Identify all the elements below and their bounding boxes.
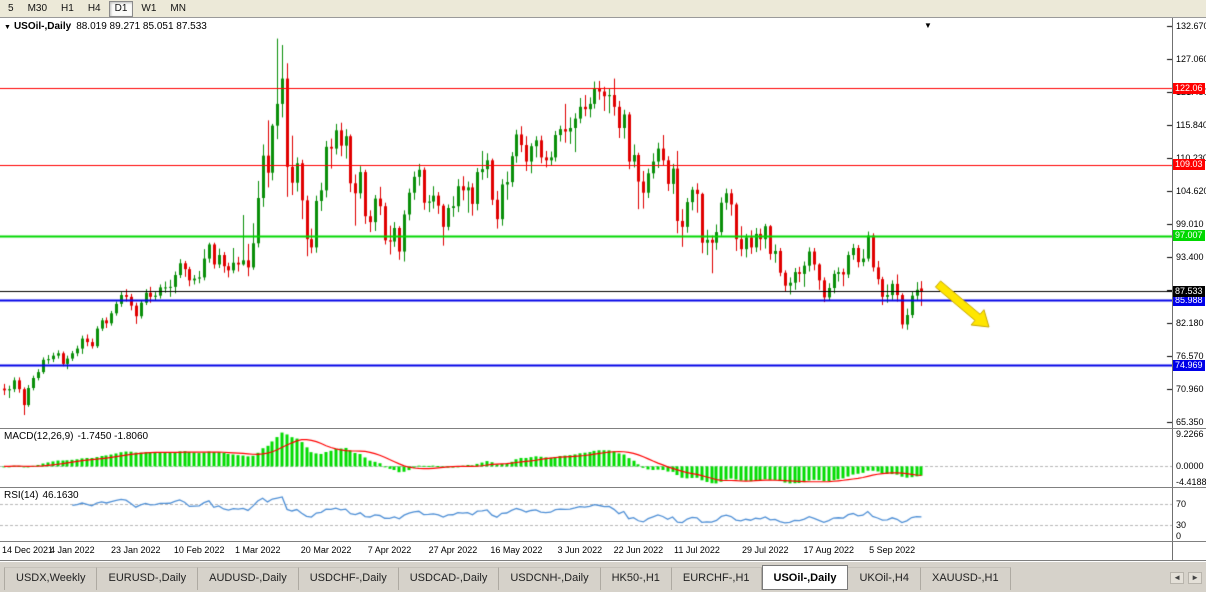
hline-price-label: 74.969 (1173, 359, 1205, 371)
chart-tab-hk50-h1[interactable]: HK50-,H1 (600, 567, 672, 590)
time-axis-label: 14 Dec 2021 (2, 545, 54, 555)
time-axis-label: 29 Jul 2022 (741, 545, 789, 555)
panel-separator-timeaxis (0, 541, 1206, 542)
time-axis-label: 5 Sep 2022 (869, 545, 916, 555)
time-axis-label: 23 Jan 2022 (110, 545, 161, 555)
chart-tab-usdx-weekly[interactable]: USDX,Weekly (4, 567, 98, 590)
time-axis-label: 3 Jun 2022 (557, 545, 603, 555)
price-scale-tick: 115.840 (1176, 119, 1206, 130)
chart-tab-usoil-daily[interactable]: USOil-,Daily (761, 565, 849, 590)
period-button-m30[interactable]: M30 (27, 2, 48, 14)
period-button-w1[interactable]: W1 (141, 2, 157, 14)
hline-price-label: 85.988 (1173, 294, 1205, 306)
price-scale-tick: 104.620 (1176, 185, 1206, 196)
chart-shift-marker-icon: ▼ (924, 21, 932, 30)
time-axis-label: 16 May 2022 (490, 545, 543, 555)
bid-price-label: 87.533 (1173, 285, 1205, 297)
rsi-title: RSI(14) (4, 490, 39, 501)
chart-tab-row: USDX,Weekly EURUSD-,Daily AUDUSD-,Daily USD… (4, 565, 1011, 590)
panel-separator-macd (0, 428, 1206, 429)
price-scale-tick: 99.010 (1176, 218, 1204, 229)
rsi-level-70: 70 (1176, 498, 1187, 509)
time-axis-label: 20 Mar 2022 (300, 545, 352, 555)
time-axis[interactable]: 14 Dec 2021 4 Jan 2022 23 Jan 2022 10 Feb 2… (0, 542, 1172, 560)
chart-tab-eurchf-h1[interactable]: EURCHF-,H1 (671, 567, 762, 590)
rsi-value: 46.1630 (42, 490, 79, 501)
chart-symbol-label: USOil-,Daily (13, 21, 72, 32)
period-button-mn[interactable]: MN (170, 2, 186, 14)
chart-tab-audusd-daily[interactable]: AUDUSD-,Daily (198, 567, 299, 590)
time-axis-label: 10 Feb 2022 (173, 545, 225, 555)
price-scale-tick: 82.180 (1176, 317, 1204, 328)
hline-price-label: 122.06 (1173, 82, 1205, 94)
rsi-scale-min: 0 (1176, 531, 1182, 541)
time-axis-label: 4 Jan 2022 (50, 545, 95, 555)
chart-tab-usdchf-daily[interactable]: USDCHF-,Daily (298, 567, 399, 590)
timeframe-toolbar: 5 M30 H1 H4 D1 W1 MN (0, 0, 1206, 18)
panel-separator-rsi (0, 487, 1206, 488)
macd-scale-zero: 0.0000 (1176, 461, 1204, 472)
macd-scale-max: 9.2266 (1176, 428, 1204, 439)
chart-tab-usdcnh-daily[interactable]: USDCNH-,Daily (499, 567, 601, 590)
time-axis-label: 11 Jul 2022 (674, 545, 720, 555)
macd-values: -1.7450 -1.8060 (77, 431, 149, 442)
price-scale-tick: 93.400 (1176, 251, 1204, 262)
time-axis-label: 22 Jun 2022 (613, 545, 664, 555)
collapse-indicator-icon[interactable]: ▼ (4, 24, 11, 31)
rsi-indicator-label: RSI(14) 46.1630 (4, 490, 79, 501)
hline-price-label: 97.007 (1173, 230, 1205, 242)
chart-tab-xauusd-h1[interactable]: XAUUSD-,H1 (921, 567, 1011, 590)
time-axis-label: 17 Aug 2022 (803, 545, 854, 555)
price-chart-canvas[interactable] (0, 18, 1172, 560)
period-button-h4[interactable]: H4 (87, 2, 101, 14)
rsi-level-30: 30 (1176, 520, 1187, 531)
hline-price-label: 109.03 (1173, 159, 1205, 171)
chart-tab-ukoil-h4[interactable]: UKOil-,H4 (848, 567, 921, 590)
price-scale-tick: 127.060 (1176, 53, 1206, 64)
price-scale-tick: 65.350 (1176, 416, 1204, 427)
chart-tab-bar: USDX,Weekly EURUSD-,Daily AUDUSD-,Daily USD… (0, 561, 1206, 592)
tab-scroll-left-icon[interactable]: ◄ (1170, 572, 1185, 584)
time-axis-label: 27 Apr 2022 (428, 545, 478, 555)
tab-scroll-buttons: ◄ ► (1170, 572, 1202, 584)
chart-tab-usdcad-daily[interactable]: USDCAD-,Daily (398, 567, 500, 590)
price-scale-tick: 110.230 (1176, 152, 1206, 163)
macd-scale-min: -4.4188 (1176, 477, 1206, 488)
chart-tab-eurusd-daily[interactable]: EURUSD-,Daily (97, 567, 199, 590)
price-scale-tick: 76.570 (1176, 350, 1204, 361)
time-axis-label: 1 Mar 2022 (234, 545, 281, 555)
period-button-5[interactable]: 5 (8, 2, 14, 14)
price-scale-tick: 70.960 (1176, 383, 1204, 394)
time-axis-label: 7 Apr 2022 (367, 545, 412, 555)
period-button-d1[interactable]: D1 (108, 0, 134, 17)
period-button-h1[interactable]: H1 (61, 2, 74, 14)
macd-title: MACD(12,26,9) (4, 431, 74, 442)
chart-title: ▼ USOil-,Daily 88.019 89.271 85.051 87.533 (4, 21, 207, 32)
chart-ohlc-values: 88.019 89.271 85.051 87.533 (76, 21, 207, 32)
macd-indicator-label: MACD(12,26,9) -1.7450 -1.8060 (4, 431, 148, 442)
chart-area[interactable]: ▼ USOil-,Daily 88.019 89.271 85.051 87.533… (0, 18, 1206, 561)
tab-scroll-right-icon[interactable]: ► (1188, 572, 1202, 584)
price-scale-tick: 132.670 (1176, 20, 1206, 31)
price-scale[interactable]: 132.670127.060121.450115.840110.230104.6… (1172, 18, 1206, 560)
